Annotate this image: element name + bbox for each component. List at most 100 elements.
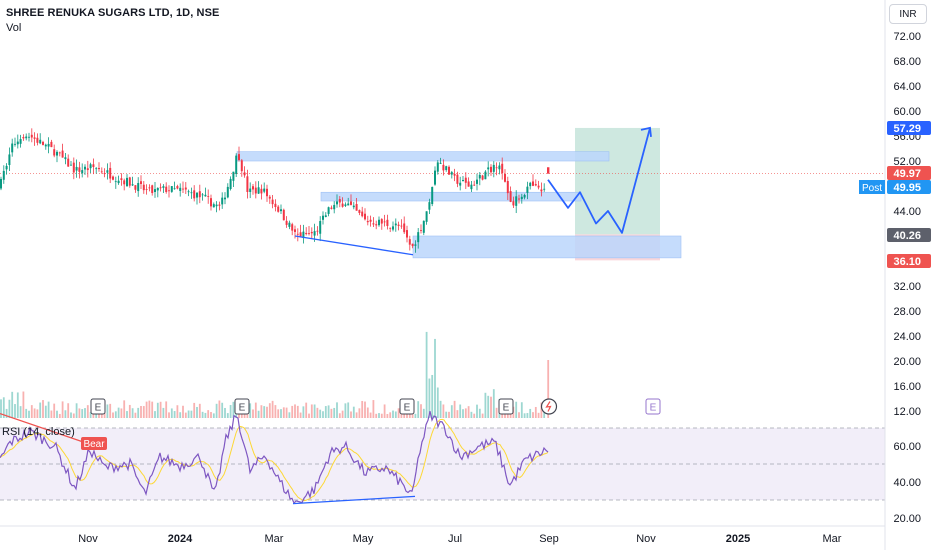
candle-body [302,231,305,239]
volume-bar [274,405,277,418]
volume-bar [366,407,369,418]
candle-body [518,198,520,200]
volume-bar [201,411,204,418]
candle-body [33,137,36,139]
volume-bar [0,399,2,418]
bear-label-bg [81,437,107,450]
candle-body [506,180,509,194]
candle-body [529,182,532,187]
candle-body [271,199,274,205]
candle-body [72,162,75,173]
volume-bar [81,409,84,418]
candle-body [120,178,123,180]
candle-body [476,179,478,184]
candle-body [448,166,450,175]
projection-path[interactable] [547,127,651,234]
earnings-marker-upcoming[interactable] [645,398,661,415]
earnings-marker-3[interactable] [399,398,415,415]
last-volume-bar [547,360,550,418]
volume-bar [151,401,154,418]
volume-bar [61,401,64,418]
volume-bar [310,404,313,418]
candle-body [36,137,39,143]
volume-bar [210,412,212,418]
candle-body [439,162,442,164]
volume-bar [282,407,285,418]
candle-body [44,144,47,147]
volume-bar [2,397,5,418]
zone-box-1[interactable] [236,151,610,162]
earnings-marker-1[interactable] [90,398,106,415]
volume-bar [481,413,484,418]
candle-body [260,188,263,194]
candle-body [308,233,310,234]
volume-bar [154,411,156,418]
candle-body [229,178,232,190]
candle-body [425,211,428,222]
earnings-marker-2[interactable] [234,398,250,415]
volume-bar [47,401,50,418]
projection-arrowhead [640,126,652,137]
candle-body [67,158,70,167]
candle-body [140,181,142,184]
volume-bar [198,403,201,418]
candle-body [268,196,271,199]
candle-body [263,188,266,192]
volume-bar [285,407,288,418]
candle-body [352,205,355,208]
candle-body [327,207,330,214]
price-tick-16: 16.00 [893,381,921,393]
candle-body [459,182,462,186]
candle-body [523,195,526,198]
earnings-marker-4[interactable] [498,398,514,415]
volume-bar [89,412,92,418]
candle-body [207,196,210,197]
zone-box-2[interactable] [320,191,582,202]
volume-bar [215,403,218,418]
zone-box-3[interactable] [412,235,682,259]
candle-body [159,187,162,189]
price-tick-20: 20.00 [893,356,921,368]
volume-bar [126,411,128,418]
time-tick-Mar: Mar [823,533,842,545]
volume-bar [347,402,350,418]
candle-body [490,166,492,173]
candle-body [400,225,403,227]
volume-bar [417,401,420,418]
price-axis-bg [885,0,932,550]
candle-body [53,149,56,156]
candle-body [347,203,350,206]
candles-layer [0,128,550,253]
candle-body [56,151,58,156]
candle-body [350,201,352,205]
volume-bar [145,401,148,418]
volume-bar [341,410,344,418]
volume-bar [302,406,305,418]
time-tick-Mar: Mar [265,533,284,545]
volume-bar [109,403,112,418]
price-divergence-line[interactable] [294,235,414,256]
candle-body [431,186,434,205]
candle-body [336,201,338,205]
candle-body [411,243,414,247]
volume-bar [64,410,67,418]
candle-body [515,196,518,206]
candle-body [305,232,308,235]
volume-legend: Vol [6,22,22,34]
candle-body [235,155,238,174]
volume-bar [56,410,58,418]
rsi-divergence-line[interactable] [292,495,416,505]
price-tick-64: 64.00 [893,81,921,93]
volume-bar [277,409,280,418]
candle-body [450,172,453,175]
candle-body [344,204,347,206]
time-tick-Jul: Jul [448,533,462,545]
candle-body [532,181,534,186]
candle-body [495,167,498,169]
currency-button[interactable]: INR [889,4,927,24]
candle-body [95,168,98,170]
volume-bar [179,412,182,418]
